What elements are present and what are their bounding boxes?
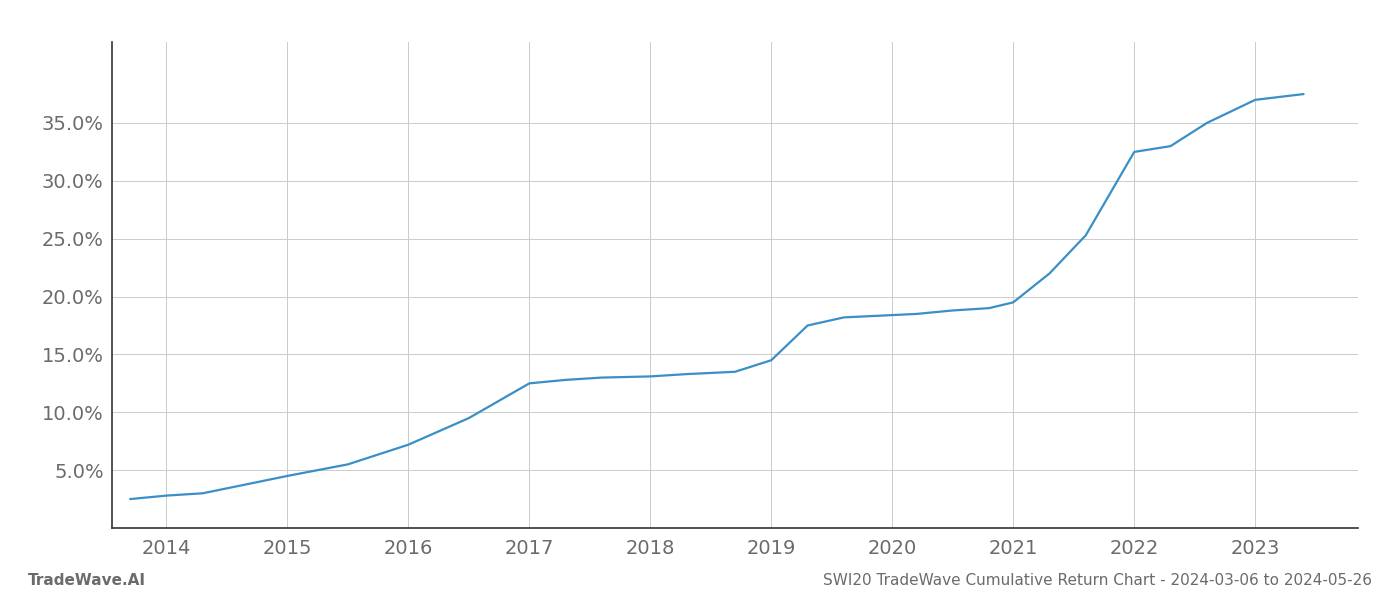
- Text: TradeWave.AI: TradeWave.AI: [28, 573, 146, 588]
- Text: SWI20 TradeWave Cumulative Return Chart - 2024-03-06 to 2024-05-26: SWI20 TradeWave Cumulative Return Chart …: [823, 573, 1372, 588]
